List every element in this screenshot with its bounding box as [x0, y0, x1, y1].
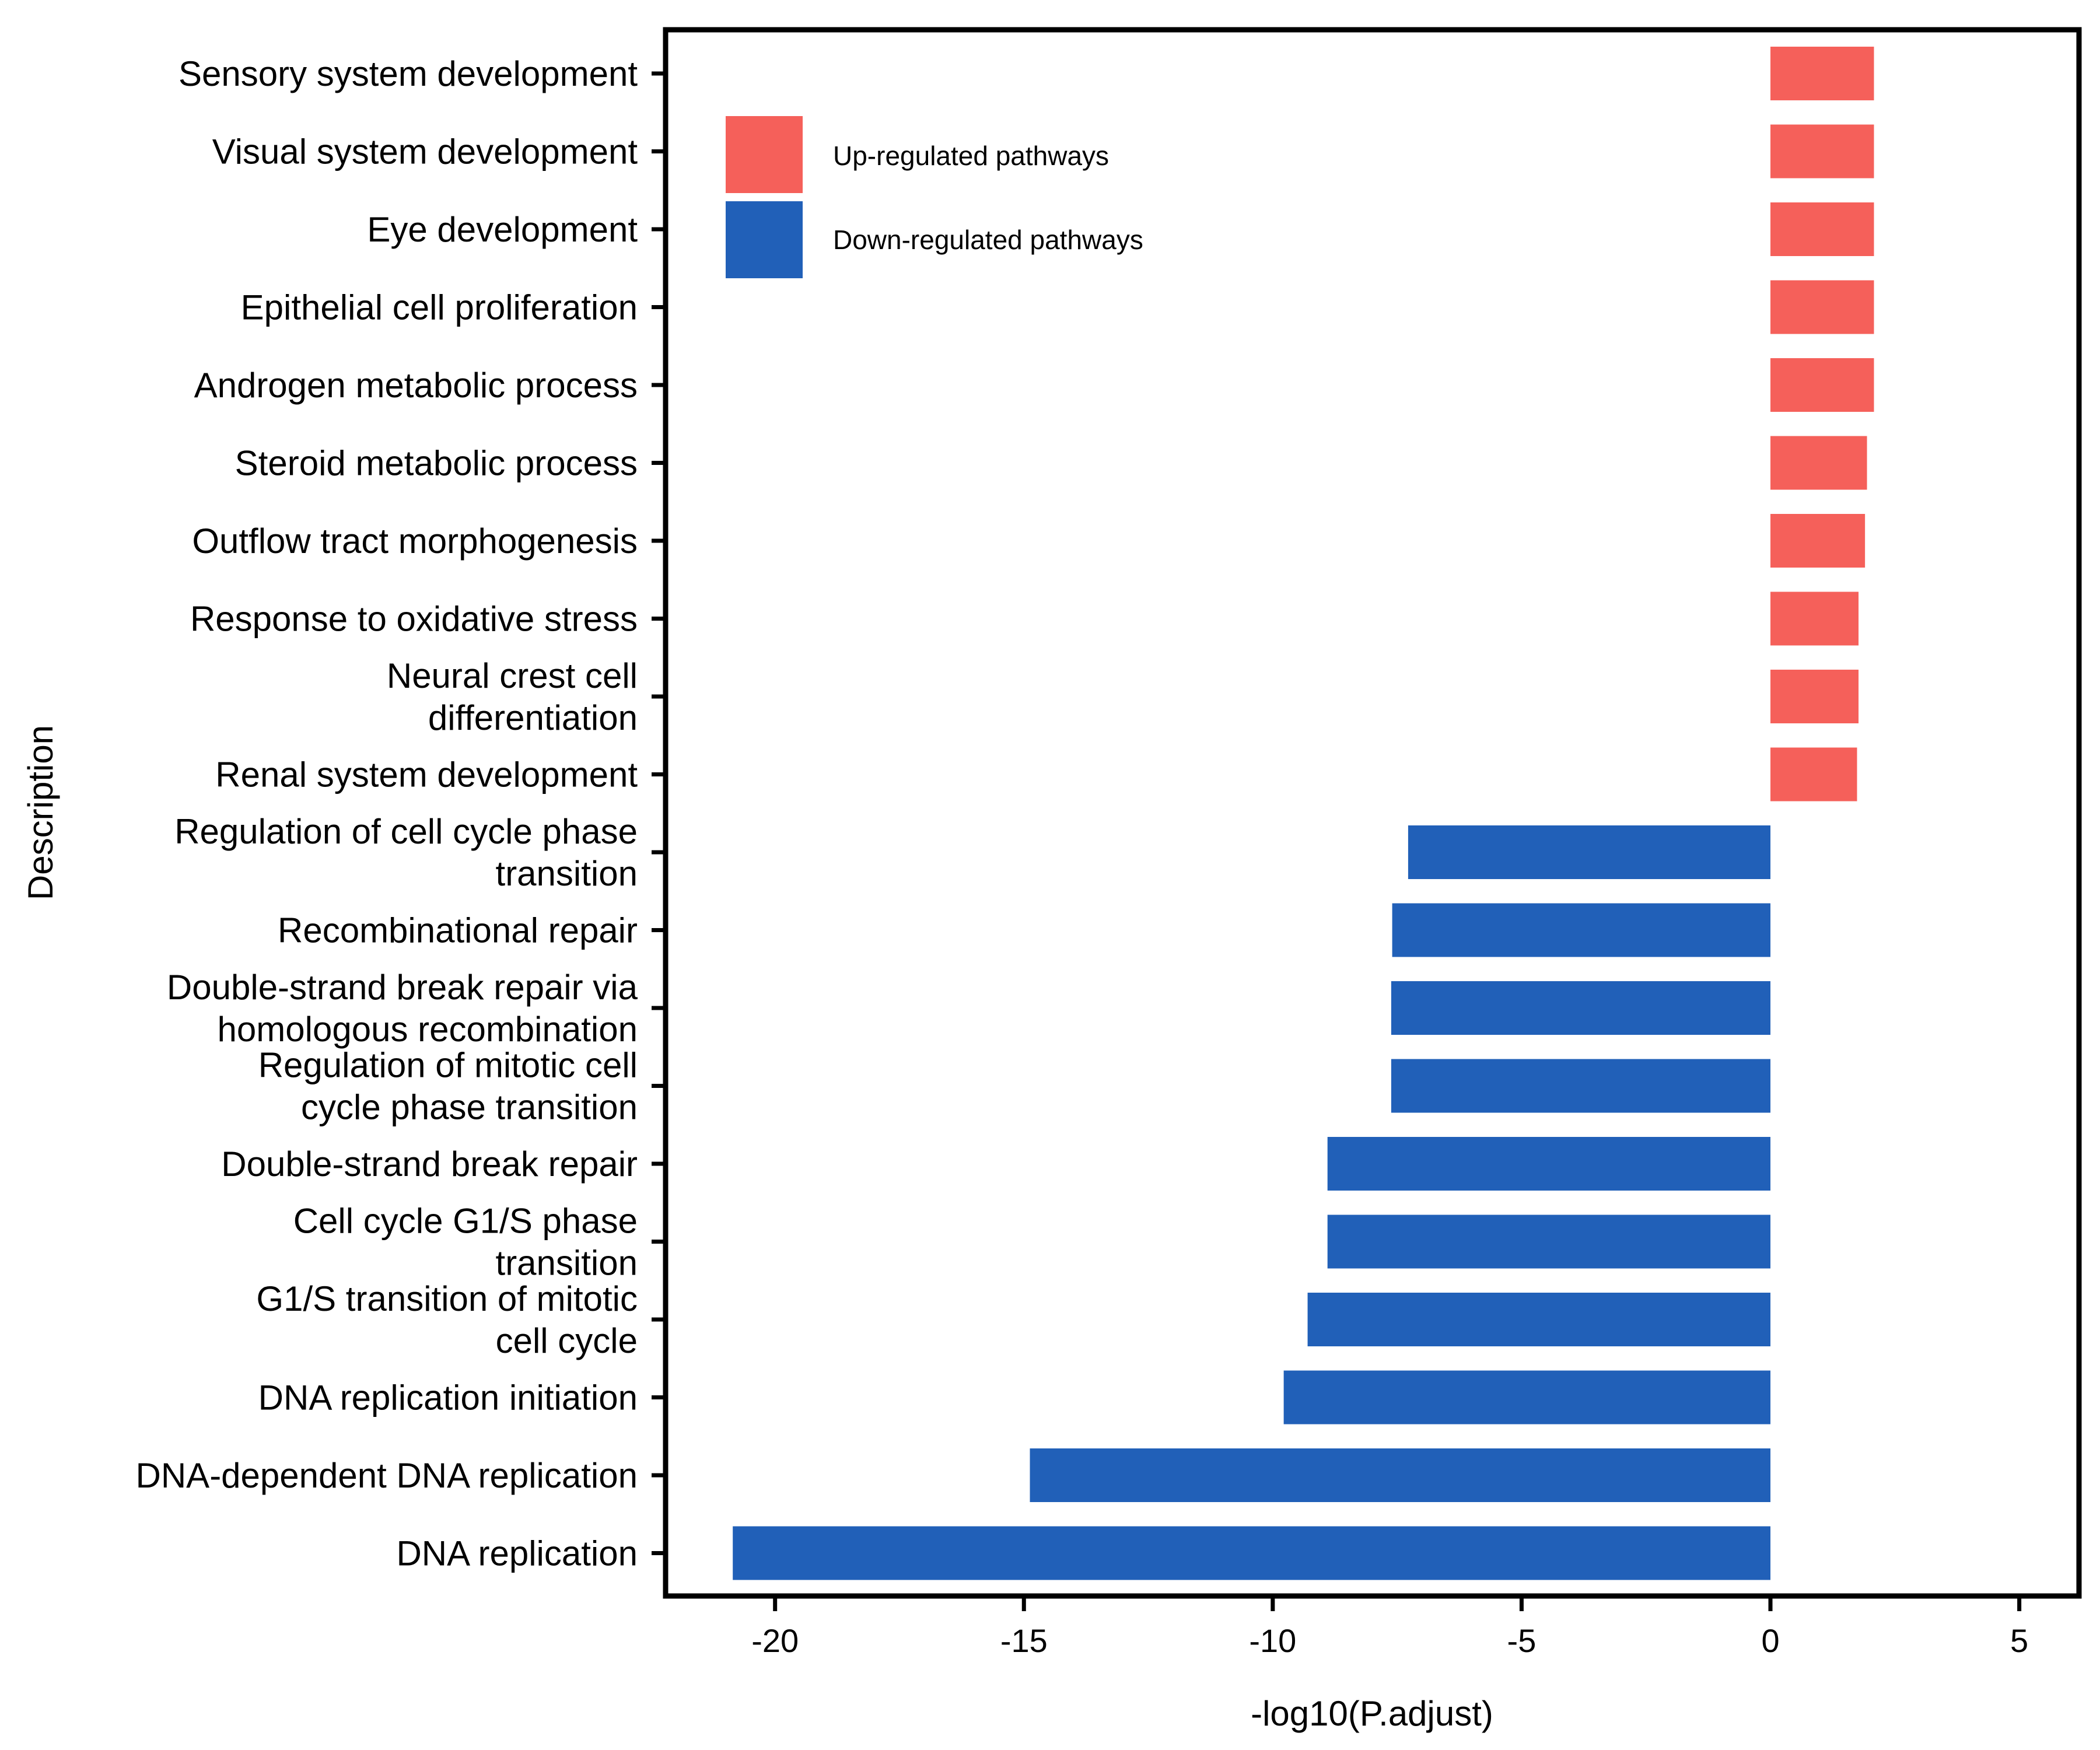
legend: Up-regulated pathways Down-regulated pat…	[726, 116, 1143, 278]
bar	[1391, 981, 1771, 1035]
bar	[1283, 1370, 1771, 1424]
bar	[1770, 592, 1859, 646]
category-label: Androgen metabolic process	[194, 366, 638, 405]
y-axis: Sensory system development Visual system …	[136, 54, 666, 1573]
x-tick-label: -5	[1507, 1622, 1536, 1659]
bar	[1327, 1214, 1771, 1269]
category-label: Response to oxidative stress	[190, 600, 638, 639]
legend-swatch-down	[726, 201, 803, 278]
category-label: Sensory system development	[178, 54, 638, 93]
y-axis-title: Description	[21, 725, 60, 900]
legend-swatch-up	[726, 116, 803, 193]
plot-frame	[663, 27, 2082, 1599]
x-axis-title: -log10(P.adjust)	[1251, 1694, 1493, 1733]
bars-group	[733, 47, 1874, 1580]
x-tick-label: -10	[1249, 1622, 1296, 1659]
category-label: Regulation of mitotic cell cycle phase tr…	[258, 1046, 638, 1127]
x-axis: -20 -15 -10 -5 0 5	[751, 1596, 2028, 1659]
legend-label-up: Up-regulated pathways	[833, 141, 1109, 171]
category-label: Epithelial cell proliferation	[241, 288, 638, 327]
bar	[1770, 280, 1874, 334]
category-label: G1/S transition of mitotic cell cycle	[256, 1279, 638, 1360]
bar	[1408, 825, 1771, 879]
bar	[1770, 358, 1874, 412]
category-label: Steroid metabolic process	[235, 444, 638, 483]
category-label: Cell cycle G1/S phase transition	[293, 1202, 638, 1283]
bar	[733, 1526, 1771, 1580]
category-label: DNA replication initiation	[258, 1378, 638, 1418]
category-label: Renal system development	[215, 755, 638, 794]
x-tick-label: -20	[751, 1622, 799, 1659]
bar	[1770, 514, 1866, 568]
bar	[1770, 670, 1859, 723]
x-tick-label: 5	[2010, 1622, 2028, 1659]
category-label: Visual system development	[212, 132, 638, 172]
bar	[1391, 1059, 1771, 1113]
category-label: Outflow tract morphogenesis	[192, 522, 638, 561]
bar	[1030, 1448, 1771, 1502]
bar	[1392, 903, 1771, 957]
x-tick-label: 0	[1761, 1622, 1779, 1659]
category-label: Double-strand break repair	[221, 1144, 638, 1184]
bar	[1770, 47, 1874, 100]
category-label: Eye development	[367, 210, 638, 249]
bar	[1770, 124, 1874, 178]
category-label: DNA replication	[396, 1534, 638, 1573]
category-label: DNA-dependent DNA replication	[136, 1456, 638, 1495]
category-label: Neural crest cell differentiation	[387, 656, 638, 737]
category-label: Double-strand break repair via homologous…	[167, 968, 638, 1049]
category-label: Regulation of cell cycle phase transition	[174, 812, 638, 893]
bar	[1770, 202, 1874, 256]
bar	[1327, 1137, 1771, 1191]
category-label: Recombinational repair	[278, 911, 638, 950]
legend-label-down: Down-regulated pathways	[833, 225, 1143, 255]
bar	[1770, 747, 1857, 802]
bar	[1307, 1293, 1771, 1346]
x-tick-label: -15	[1000, 1622, 1048, 1659]
bar	[1770, 436, 1867, 490]
